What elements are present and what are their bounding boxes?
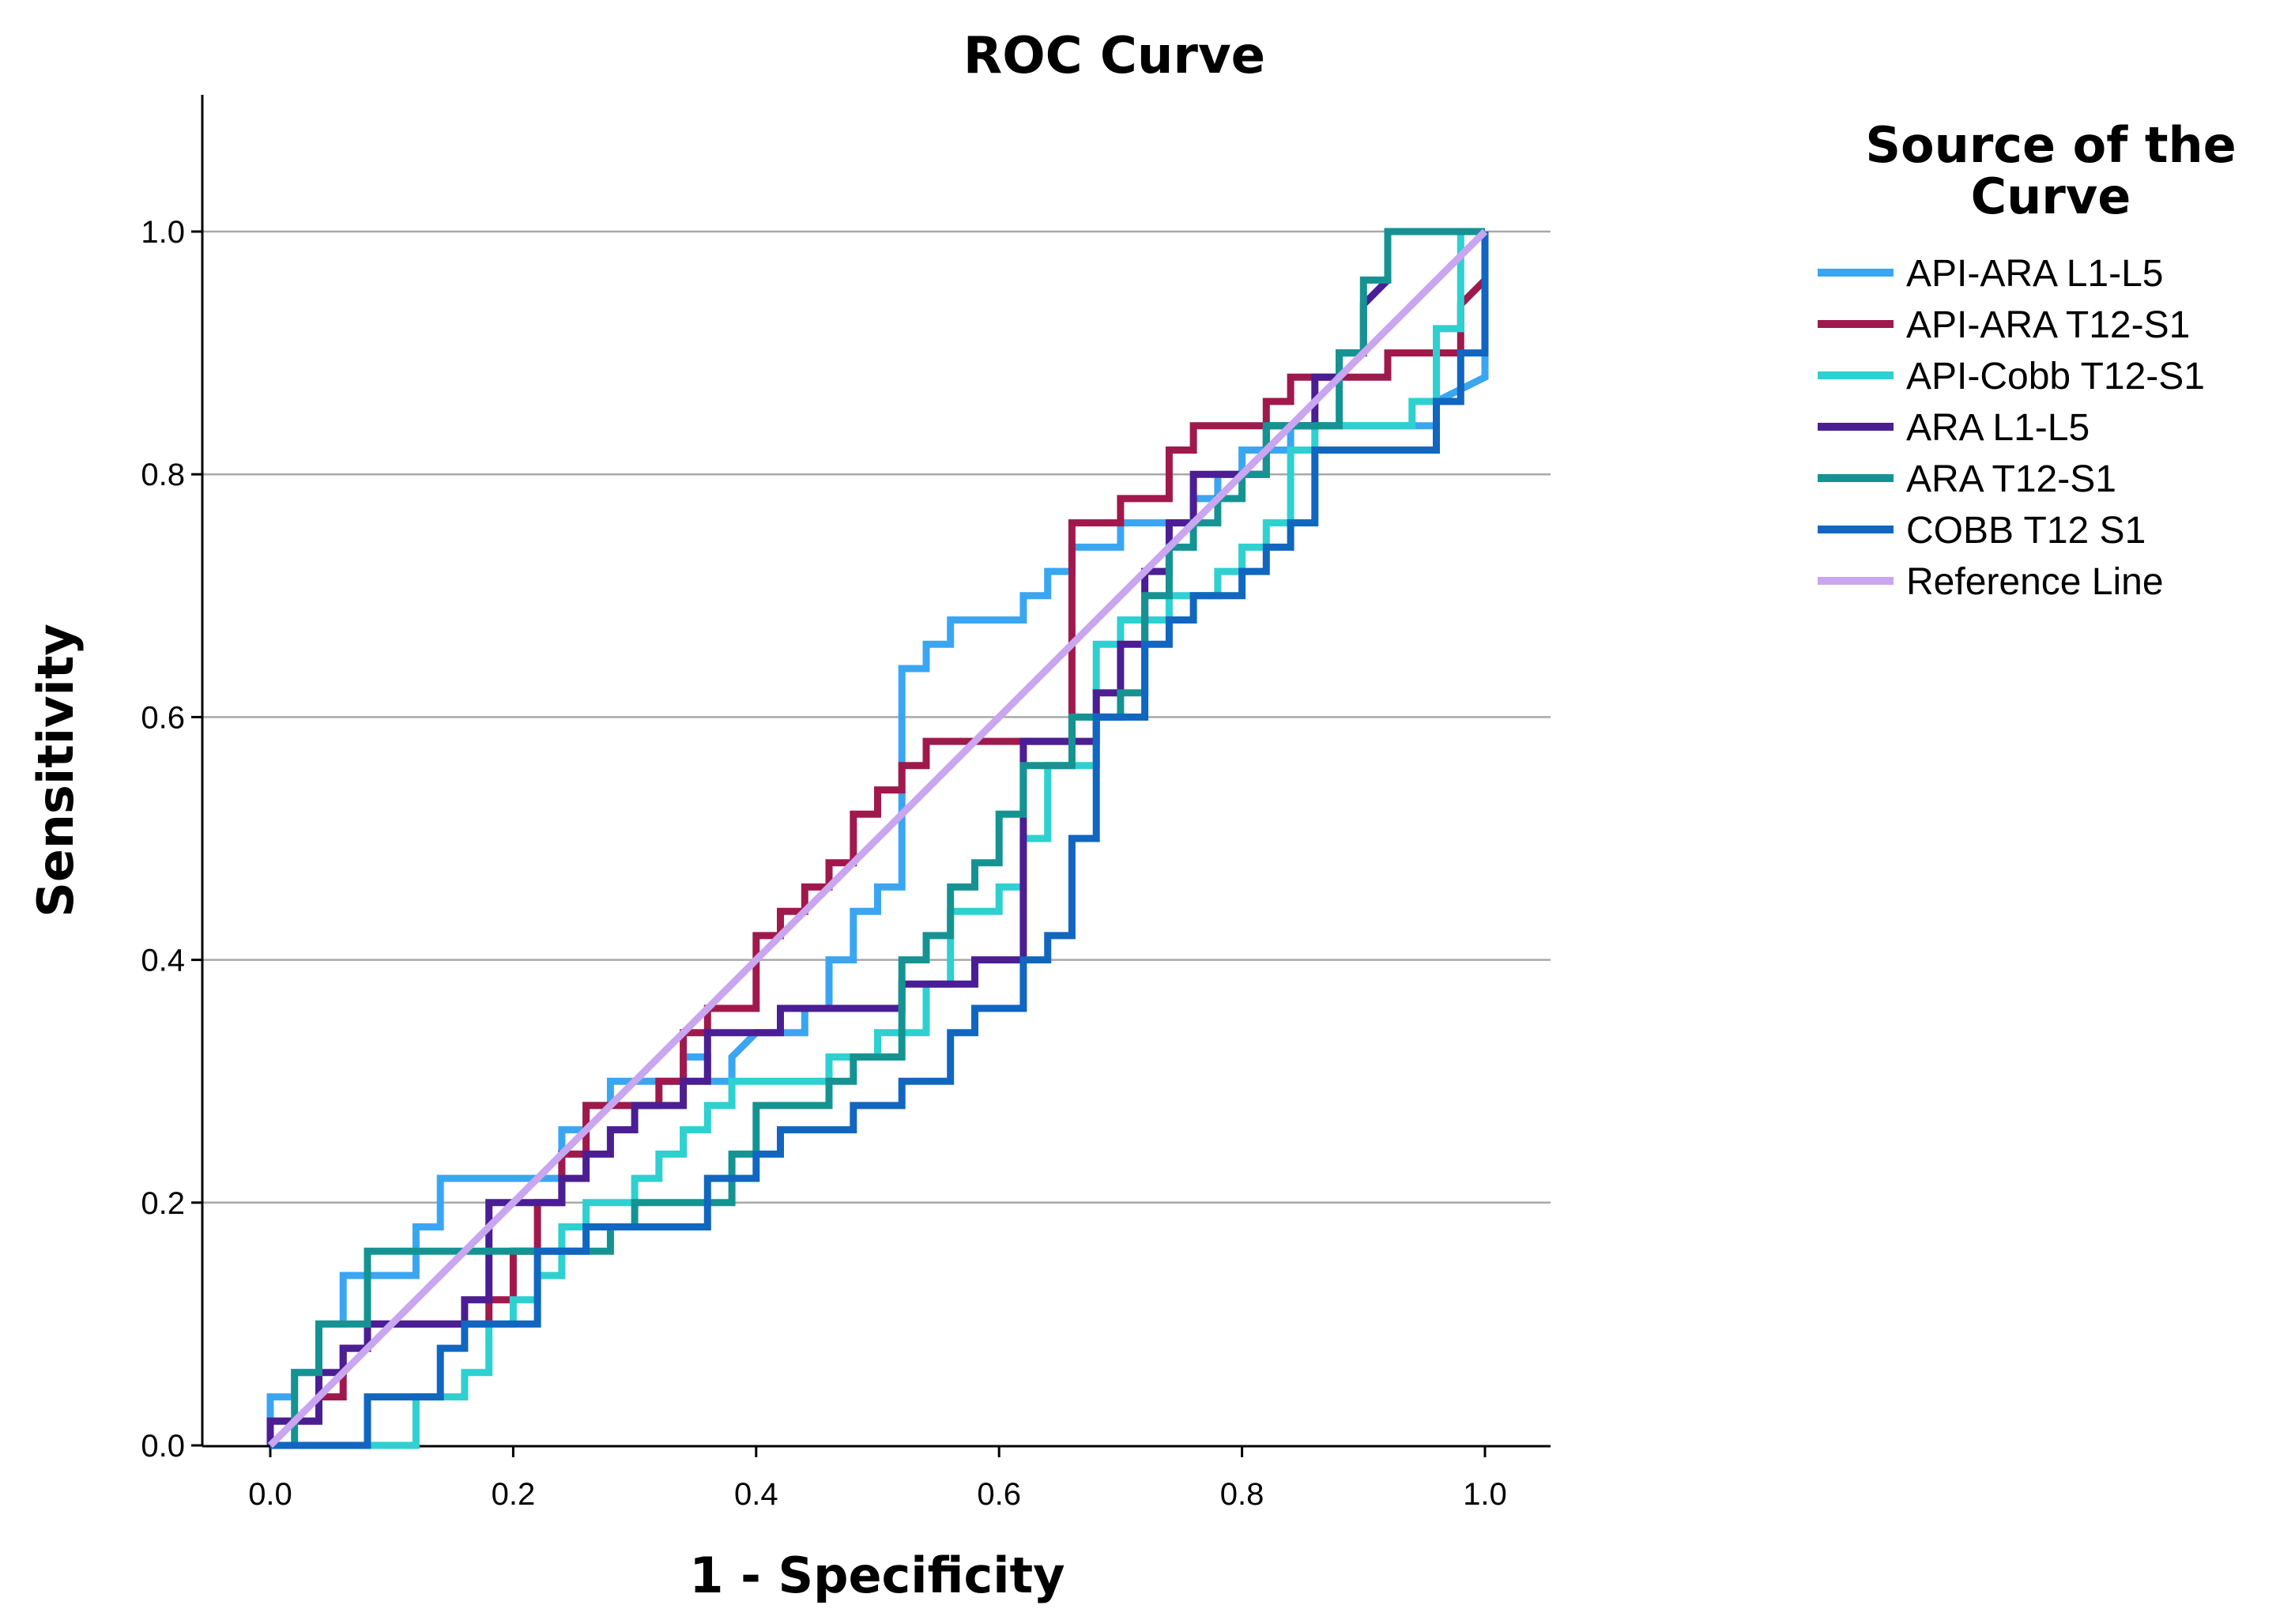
- y-tick-label: 0.6: [141, 700, 185, 735]
- y-tick-label: 1.0: [141, 215, 185, 250]
- x-tick-label: 1.0: [1463, 1477, 1507, 1512]
- y-tick-label: 0.4: [141, 944, 185, 978]
- legend-items: API-ARA L1-L5 API-ARA T12-S1 API-Cobb T12-…: [1818, 253, 2205, 603]
- series-line-reference-line: [267, 228, 1488, 1449]
- legend-title-line-1: Source of the: [1865, 116, 2236, 174]
- legend: Source of the Curve API-ARA L1-L5API-ARA…: [1818, 116, 2237, 603]
- x-tick-label: 0.2: [492, 1477, 536, 1512]
- legend-label-api-ara-l1-l5: API-ARA L1-L5: [1906, 253, 2164, 295]
- series-line-api-ara-l1-l5: [266, 232, 1489, 1445]
- x-axis-ticks: 0.0 0.2 0.4 0.6 0.8 1.0: [248, 1446, 1507, 1512]
- legend-title-line-2: Curve: [1971, 168, 2131, 225]
- x-tick-label: 0.0: [248, 1477, 292, 1512]
- series-line-cobb-t12-s1: [270, 232, 1489, 1449]
- y-tick-label: 0.2: [141, 1186, 185, 1221]
- legend-label-api-cobb-t12-s1: API-Cobb T12-S1: [1906, 356, 2205, 398]
- y-axis-ticks: 0.0 0.2 0.4 0.6 0.8 1.0: [141, 215, 202, 1464]
- legend-label-cobb-t12-s1: COBB T12 S1: [1906, 510, 2146, 552]
- y-tick-label: 0.0: [141, 1429, 185, 1464]
- x-axis-label: 1 - Specificity: [689, 1547, 1065, 1604]
- x-tick-label: 0.6: [977, 1477, 1021, 1512]
- series-group: [266, 228, 1489, 1449]
- x-tick-label: 0.4: [734, 1477, 778, 1512]
- gridlines: [202, 230, 1551, 1204]
- axes: [201, 95, 1551, 1448]
- x-tick-label: 0.8: [1220, 1477, 1264, 1512]
- y-tick-label: 0.8: [141, 458, 185, 492]
- legend-label-api-ara-t12-s1: API-ARA T12-S1: [1906, 304, 2190, 346]
- legend-label-reference-line: Reference Line: [1906, 561, 2164, 603]
- legend-label-ara-l1-l5: ARA L1-L5: [1906, 407, 2090, 449]
- chart-title: ROC Curve: [963, 27, 1265, 85]
- series-line-ara-t12-s1: [270, 228, 1485, 1449]
- legend-label-ara-t12-s1: ARA T12-S1: [1906, 458, 2116, 500]
- series-line-api-ara-t12-s1: [266, 232, 1489, 1445]
- y-axis-label: Sensitivity: [27, 624, 85, 918]
